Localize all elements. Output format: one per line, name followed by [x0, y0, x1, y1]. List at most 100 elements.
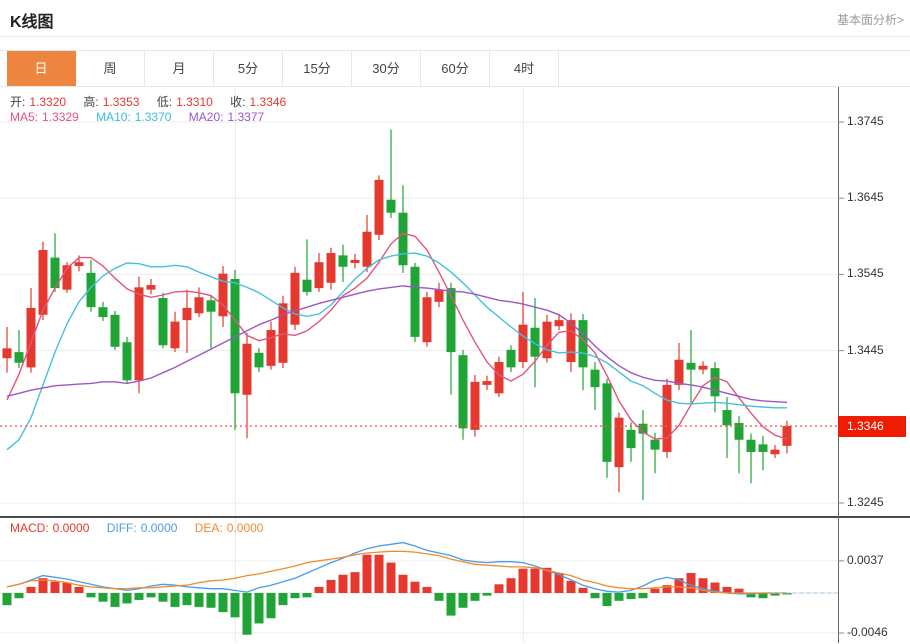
macd-bar [542, 567, 552, 593]
candle-up [218, 273, 228, 317]
ma5-value: 1.3329 [42, 110, 79, 124]
candle-up [62, 265, 72, 290]
low-value: 1.3310 [176, 95, 213, 109]
ohlc-readout: 开: 1.3320 高: 1.3353 低: 1.3310 收: 1.3346 [10, 93, 290, 110]
ma20-value: 1.3377 [227, 110, 265, 124]
macd-bar [266, 593, 276, 619]
page-title: K线图 [10, 14, 54, 31]
macd-bar [698, 578, 708, 593]
header: K线图 基本面分析> [0, 0, 910, 37]
macd-bar [38, 578, 48, 593]
candle-up [194, 297, 204, 314]
candle-down [14, 352, 24, 363]
candle-up [782, 426, 792, 446]
candle-up [362, 231, 372, 267]
dea-line [6, 550, 787, 594]
macd-bar [746, 593, 756, 598]
candle-up [74, 262, 84, 267]
candle-up [134, 287, 144, 381]
macd-bar [458, 593, 468, 608]
tab-周[interactable]: 周 [76, 51, 145, 86]
candle-up [170, 321, 180, 349]
candle-down [758, 444, 768, 452]
candle-up [770, 449, 780, 455]
macd-bar [206, 593, 216, 608]
tab-15分[interactable]: 15分 [283, 51, 352, 86]
y-axis-tick-label: 1.3445 [847, 342, 884, 357]
y-axis-tick-label: -0.0046 [847, 625, 888, 639]
candle-up [182, 307, 192, 321]
macd-bar [350, 572, 360, 593]
macd-bar [758, 593, 768, 599]
candle-up [146, 285, 156, 290]
macd-bar [386, 562, 396, 593]
candle-up [470, 381, 480, 430]
candle-up [482, 381, 492, 385]
macd-bar [338, 574, 348, 593]
macd-bar [566, 580, 576, 593]
macd-bar [362, 554, 372, 593]
candle-down [638, 423, 648, 434]
timeframe-tabs: 日周月 5分 15分 30分 60分 4时 [0, 50, 910, 87]
candle-down [530, 327, 540, 357]
macd-bar [374, 554, 384, 593]
tab-日[interactable]: 日 [7, 51, 76, 86]
candle-down [386, 199, 396, 213]
macd-bar [482, 593, 492, 596]
macd-bar [398, 574, 408, 593]
macd-bar [674, 578, 684, 593]
candle-down [602, 383, 612, 462]
macd-bar [50, 581, 60, 593]
candle-up [542, 321, 552, 359]
candle-up [266, 330, 276, 366]
candle-down [98, 307, 108, 318]
candle-down [506, 349, 516, 368]
ma20-line [6, 285, 788, 404]
macd-bar [614, 593, 624, 601]
candle-down [410, 266, 420, 337]
macd-bar [122, 593, 132, 604]
ma10-line [6, 252, 787, 451]
candle-up [38, 250, 48, 315]
candle-up [26, 307, 36, 368]
macd-bar [182, 593, 192, 606]
candle-down [710, 368, 720, 397]
candle-up [434, 289, 444, 302]
fundamental-analysis-link[interactable]: 基本面分析> [836, 13, 904, 27]
macd-bar [722, 586, 732, 593]
tab-60分[interactable]: 60分 [421, 51, 490, 86]
macd-bar [638, 593, 648, 599]
diff-label: DIFF: [106, 521, 137, 535]
candle-up [290, 272, 300, 325]
macd-bar [86, 593, 96, 598]
macd-bar [302, 593, 312, 598]
y-axis-tick-label: 1.3245 [847, 495, 884, 509]
ma5-label: MA5: [10, 110, 39, 124]
candle-up [518, 324, 528, 363]
ma10-value: 1.3370 [134, 110, 172, 124]
macd-bar [518, 568, 528, 593]
candle-down [398, 212, 408, 266]
tab-月[interactable]: 月 [145, 51, 214, 86]
candle-down [458, 355, 468, 429]
candle-up [350, 259, 360, 263]
candle-down [50, 257, 60, 289]
candle-up [674, 359, 684, 385]
macd-bar [290, 593, 300, 599]
macd-bar [170, 593, 180, 607]
macd-bar [446, 593, 456, 616]
open-value: 1.3320 [29, 95, 67, 109]
candle-down [338, 255, 348, 267]
y-axis-tick-label: 1.3545 [847, 266, 884, 281]
candle-down [254, 352, 264, 368]
macd-bar [770, 593, 780, 596]
candle-up [554, 320, 564, 327]
macd-bar [98, 593, 108, 602]
tab-5分[interactable]: 5分 [214, 51, 283, 86]
macd-value: 0.0000 [52, 521, 90, 535]
tab-4时[interactable]: 4时 [490, 51, 559, 86]
y-axis-tick-label: 1.3745 [847, 114, 884, 128]
macd-bar [734, 588, 744, 593]
tab-30分[interactable]: 30分 [352, 51, 421, 86]
